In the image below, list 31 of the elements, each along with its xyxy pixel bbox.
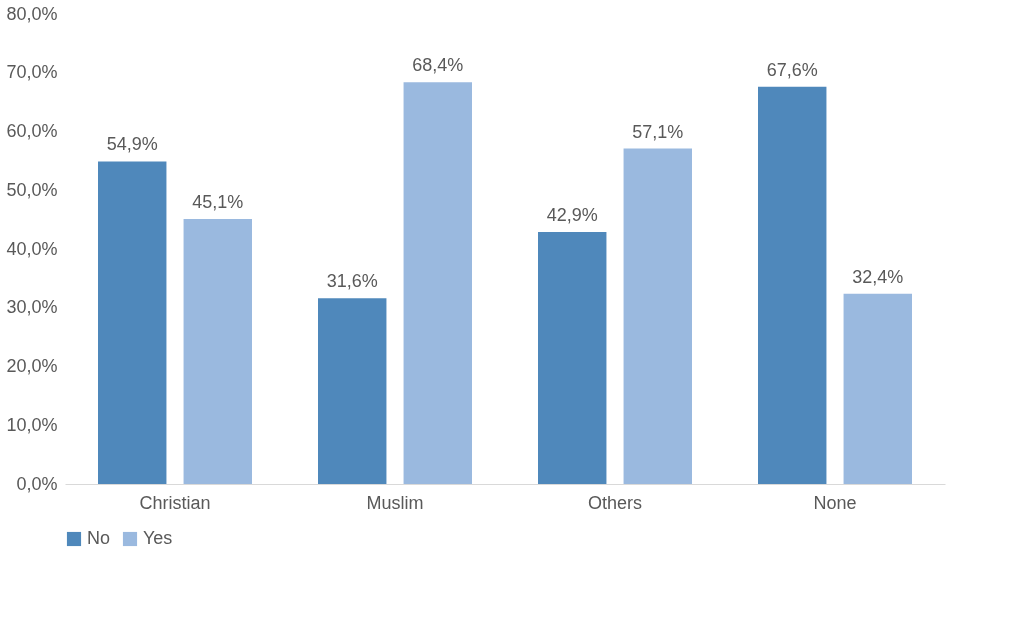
data-label: 42,9% bbox=[546, 204, 598, 225]
x-tick-label: Muslim bbox=[366, 492, 424, 513]
y-tick-label: 70,0% bbox=[6, 62, 58, 83]
y-tick-label: 0,0% bbox=[16, 473, 58, 494]
y-tick-label: 20,0% bbox=[6, 356, 58, 376]
bar bbox=[538, 231, 607, 484]
y-tick-label: 50,0% bbox=[6, 179, 58, 200]
data-label: 32,4% bbox=[852, 266, 904, 287]
data-label: 45,1% bbox=[192, 192, 244, 213]
legend-label: Yes bbox=[143, 528, 173, 548]
data-label: 31,6% bbox=[326, 271, 378, 292]
x-tick-label: Christian bbox=[139, 492, 211, 513]
data-label: 54,9% bbox=[106, 134, 158, 155]
data-label: 57,1% bbox=[632, 121, 684, 142]
x-tick-label: Others bbox=[587, 492, 643, 513]
bar bbox=[98, 161, 167, 484]
data-label: 67,6% bbox=[766, 59, 818, 80]
bar bbox=[318, 298, 387, 484]
y-tick-label: 40,0% bbox=[6, 238, 58, 259]
bar bbox=[623, 148, 692, 484]
bar bbox=[183, 219, 252, 484]
legend-label: No bbox=[87, 528, 111, 548]
y-tick-label: 10,0% bbox=[6, 414, 58, 435]
y-tick-label: 30,0% bbox=[6, 297, 58, 318]
y-tick-label: 60,0% bbox=[6, 121, 58, 141]
bar bbox=[758, 86, 827, 484]
bar bbox=[403, 82, 472, 484]
bar bbox=[843, 293, 912, 484]
x-tick-label: None bbox=[813, 492, 857, 513]
data-label: 68,4% bbox=[412, 55, 464, 76]
y-tick-label: 80,0% bbox=[6, 3, 58, 24]
